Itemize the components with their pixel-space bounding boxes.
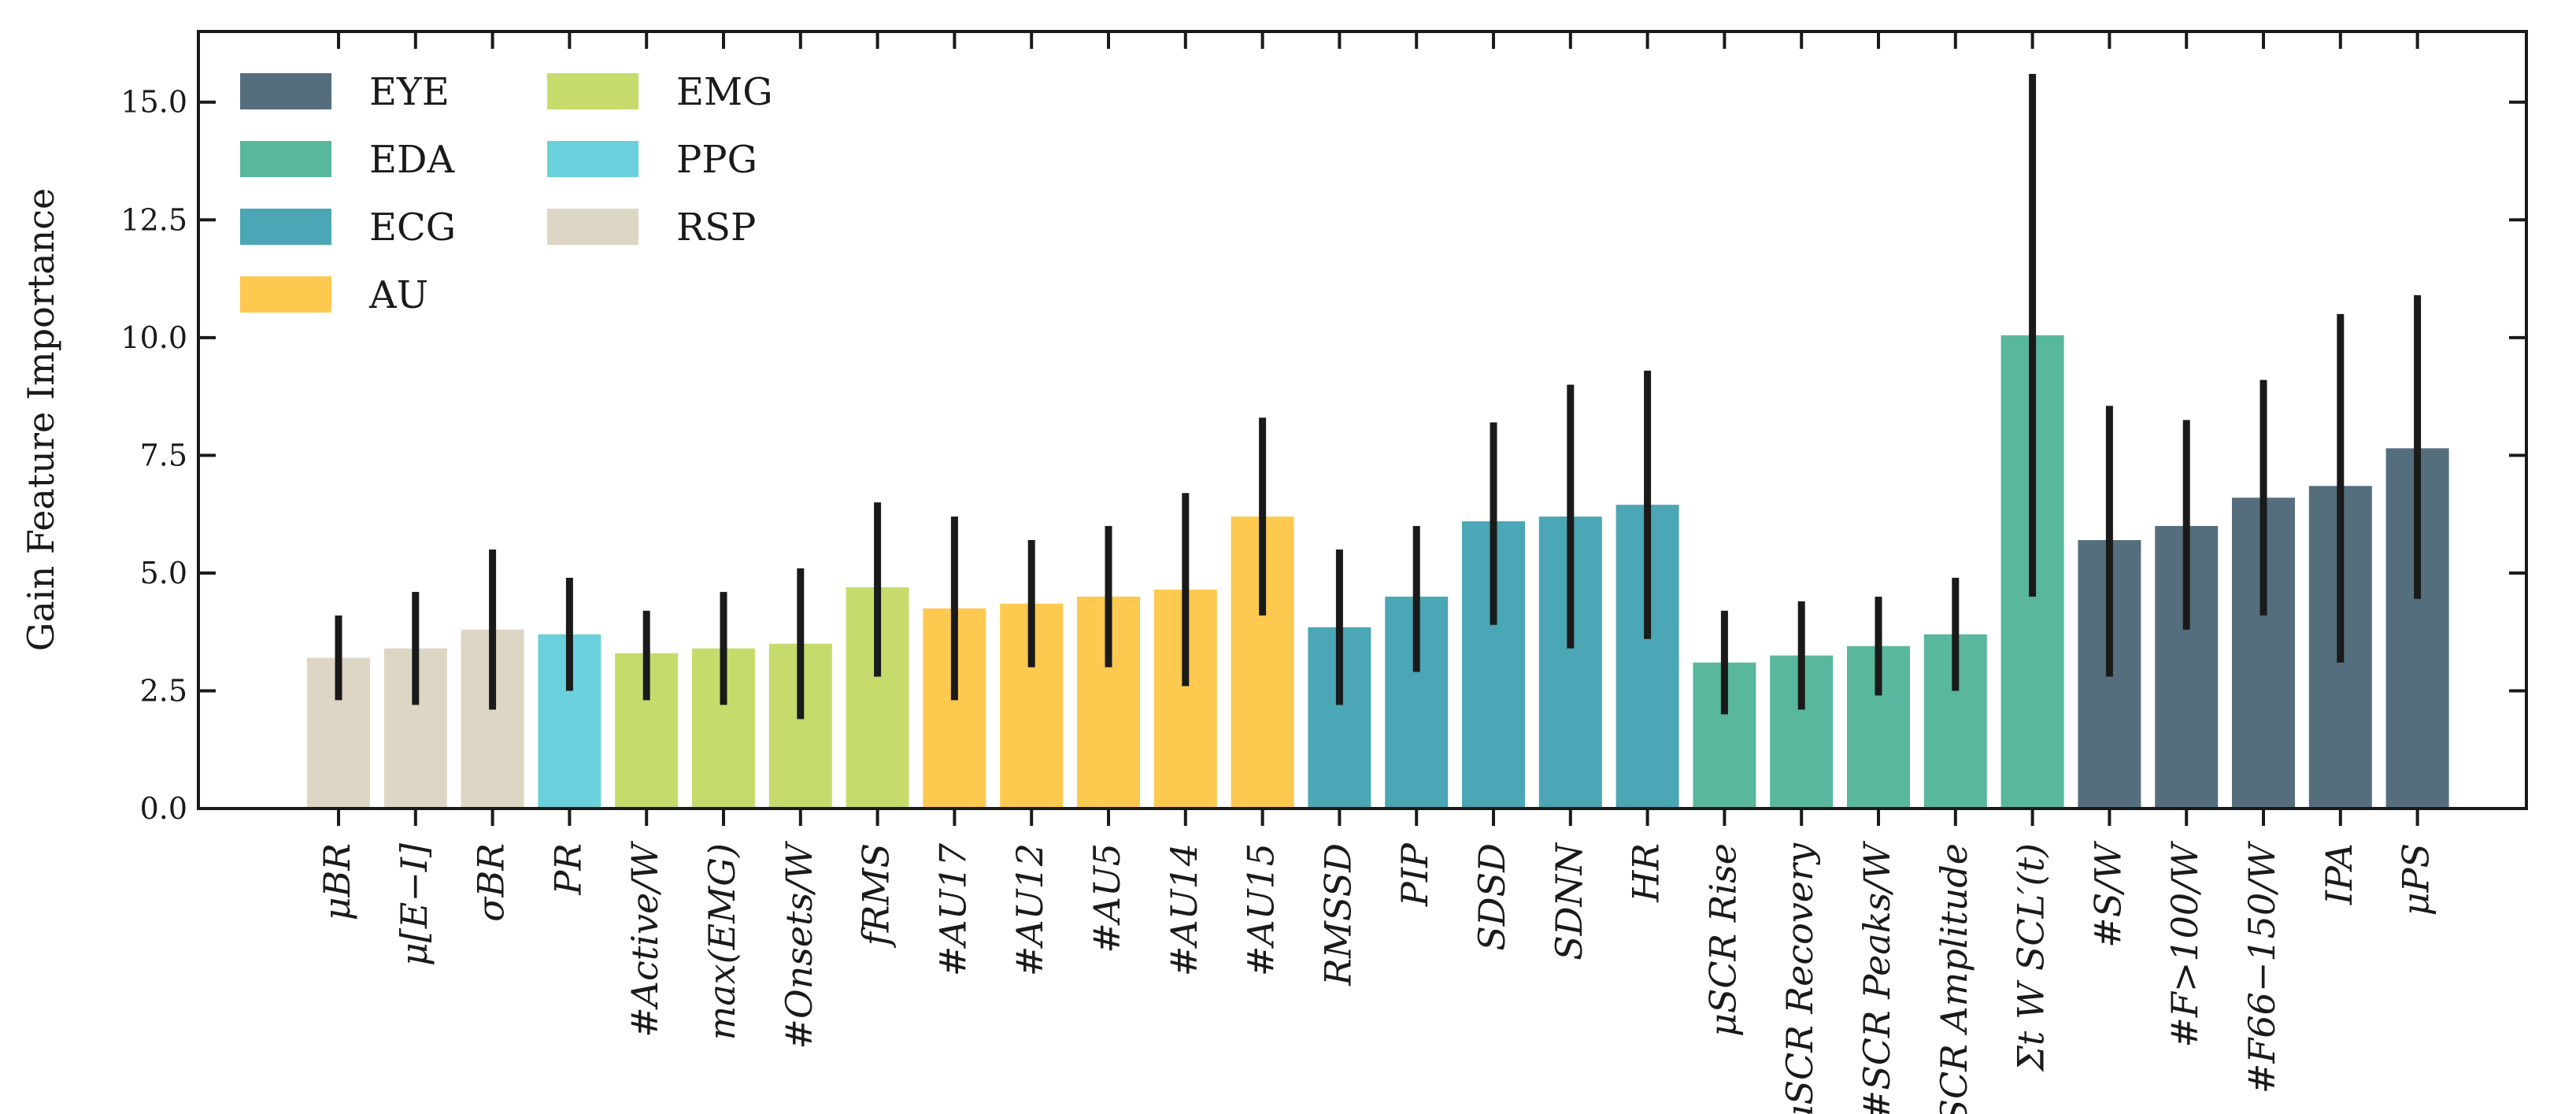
error-bars-layer [335, 73, 2422, 720]
y-tick-label-3: 7.5 [140, 438, 187, 472]
x-tick-label-10: #AU5 [1086, 843, 1128, 953]
ticks-layer: 0.0 2.5 5.0 7.5 10.0 12.5 15.0 [120, 31, 2526, 826]
x-tick-label-23: #S/W [2086, 840, 2129, 948]
legend-label-emg: EMG [676, 70, 773, 114]
plot-frame [197, 30, 2528, 810]
legend-swatch-au [240, 276, 331, 313]
x-tick-label-20: #SCR Peaks/W [1856, 840, 1898, 1114]
x-tick-label-22: Σt W SCL′(t) [2010, 843, 2052, 1073]
x-tick-label-14: PIP [1393, 842, 1436, 907]
x-tick-label-18: μSCR Rise [1701, 843, 1744, 1037]
legend-swatch-ecg [240, 209, 331, 245]
x-tick-label-16: SDNN [1548, 842, 1590, 960]
y-tick-label-0: 0.0 [140, 791, 187, 826]
x-tick-label-2: σBR [470, 843, 513, 922]
x-tick-label-25: #F66−150/W [2241, 840, 2283, 1094]
x-tick-label-12: #AU15 [1240, 843, 1282, 976]
y-axis-label: Gain Feature Importance [20, 188, 62, 652]
x-tick-label-6: #Onsets/W [778, 840, 820, 1049]
legend-label-ppg: PPG [676, 138, 757, 182]
legend-label-ecg: ECG [369, 205, 456, 250]
x-tick-label-24: #F>100/W [2163, 840, 2206, 1047]
legend-label-au: AU [368, 273, 428, 317]
x-tick-label-13: RMSSD [1316, 843, 1359, 986]
x-tick-label-19: μSCR Recovery [1778, 842, 1821, 1114]
x-tick-label-8: #AU17 [931, 842, 974, 976]
x-tick-label-21: μSCR Amplitude [1933, 843, 1975, 1114]
x-tick-label-4: #Active/W [624, 840, 666, 1037]
x-tick-labels: μBR μ[E−I] σBR PR #Active/W max(EMG) #Onsets/W… [316, 840, 2437, 1114]
legend-swatch-emg [547, 73, 638, 109]
x-tick-label-7: fRMS [855, 843, 898, 948]
legend-swatch-rsp [547, 209, 638, 245]
x-tick-label-3: PR [546, 843, 589, 896]
legend: EYE EDA ECG AU EMG PPG RSP [240, 70, 773, 317]
x-tick-label-5: max(EMG) [701, 843, 743, 1040]
x-tick-label-11: #AU14 [1163, 843, 1205, 976]
legend-swatch-eye [240, 73, 331, 109]
x-tick-label-9: #AU12 [1009, 843, 1051, 976]
legend-swatch-eda [240, 141, 331, 177]
x-tick-label-15: SDSD [1471, 843, 1513, 951]
y-tick-label-1: 2.5 [140, 673, 187, 708]
y-tick-label-6: 15.0 [120, 85, 187, 120]
x-tick-label-26: IPA [2318, 843, 2360, 905]
legend-label-rsp: RSP [676, 205, 756, 250]
legend-swatch-ppg [547, 141, 638, 177]
x-tick-label-1: μ[E−I] [393, 843, 435, 966]
x-tick-label-0: μBR [316, 843, 358, 920]
y-tick-label-4: 10.0 [120, 320, 187, 355]
x-tick-label-27: μPS [2395, 843, 2437, 916]
x-tick-label-17: HR [1625, 843, 1667, 903]
y-tick-label-5: 12.5 [120, 202, 187, 237]
legend-label-eda: EDA [369, 138, 456, 182]
legend-label-eye: EYE [369, 70, 450, 114]
y-tick-label-2: 5.0 [140, 556, 187, 590]
